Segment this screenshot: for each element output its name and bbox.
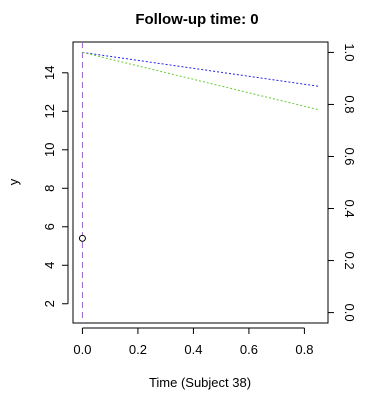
series-line-2: [82, 51, 319, 111]
y2-tick-label: 0.6: [342, 147, 357, 165]
x-tick-label: 0.8: [295, 342, 313, 357]
y-tick-label: 14: [42, 66, 57, 80]
plot-frame: [72, 41, 329, 324]
y2-tick-label: 0.8: [342, 95, 357, 113]
y-axis-title: y: [6, 178, 21, 185]
y2-tick-label: 0.2: [342, 252, 357, 270]
y2-tick-label: 1.0: [342, 43, 357, 61]
y-tick-label: 2: [42, 300, 57, 307]
x-tick-label: 0.0: [73, 342, 91, 357]
y2-tick-label: 0.4: [342, 199, 357, 217]
data-point-1: [78, 234, 86, 242]
x-axis-title: Time (Subject 38): [149, 375, 251, 390]
chart-title: Follow-up time: 0: [135, 11, 258, 28]
y-tick-label: 4: [42, 262, 57, 269]
y-tick-label: 8: [42, 185, 57, 192]
x-tick-label: 0.4: [184, 342, 202, 357]
y-tick-label: 6: [42, 223, 57, 230]
y-tick-label: 12: [42, 104, 57, 118]
y2-tick-label: 0.0: [342, 304, 357, 322]
y-tick-label: 10: [42, 143, 57, 157]
x-tick-label: 0.6: [240, 342, 258, 357]
x-tick-label: 0.2: [129, 342, 147, 357]
